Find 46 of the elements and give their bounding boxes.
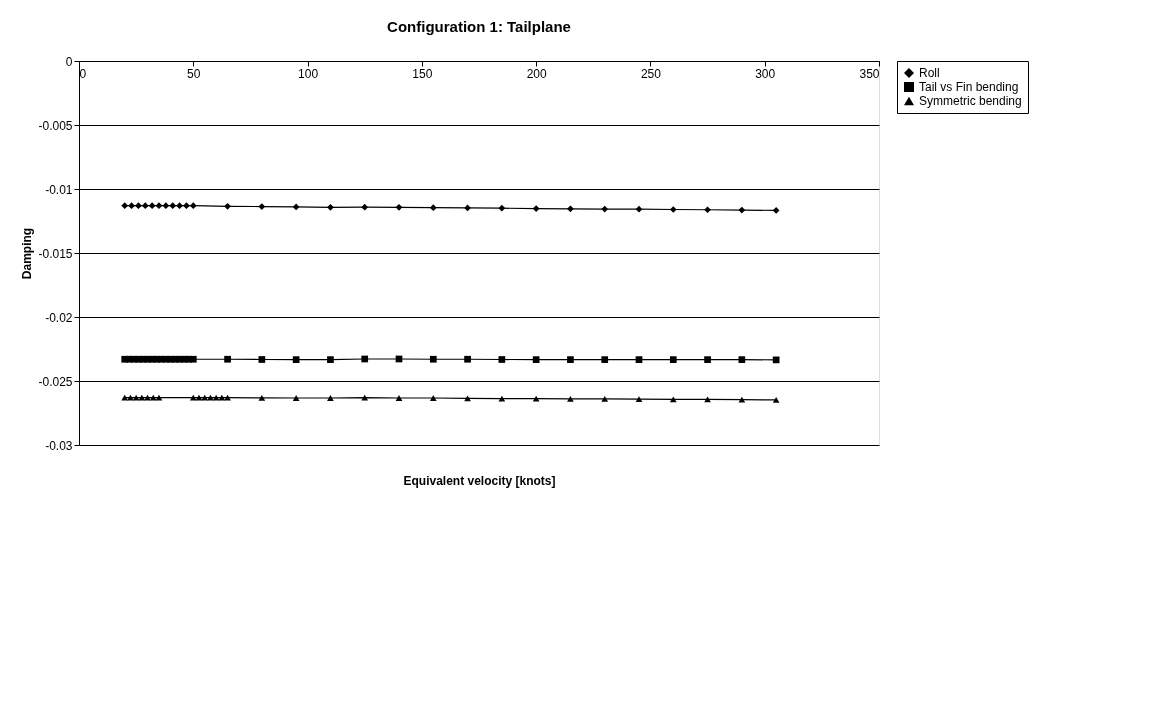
point	[361, 394, 369, 401]
x-axis-title: Equivalent velocity [knots]	[403, 473, 556, 488]
x-tick-label: 250	[640, 66, 662, 81]
x-tick-label: 350	[859, 66, 880, 81]
y-tick-label: -0.005	[38, 118, 73, 133]
point	[138, 394, 146, 401]
y-tick-label: -0.03	[45, 438, 73, 453]
x-tick-label: 0	[79, 66, 87, 81]
point	[532, 395, 540, 402]
x-tick-label: 50	[187, 66, 201, 81]
y-tick-label: -0.025	[38, 374, 73, 389]
point	[429, 355, 437, 363]
point	[464, 355, 471, 363]
y-tick-label: -0.01	[45, 182, 73, 197]
x-tick-label: 300	[755, 66, 776, 81]
point	[327, 356, 334, 363]
legend-label: Tail vs Fin bending	[919, 80, 1019, 94]
x-tick-label: 150	[412, 66, 433, 81]
point	[127, 394, 134, 401]
point	[121, 202, 129, 209]
point	[149, 394, 157, 401]
point	[155, 394, 163, 401]
y-tick-label: -0.015	[38, 246, 73, 261]
point	[121, 394, 129, 401]
x-tick-label: 100	[298, 66, 319, 81]
point	[224, 394, 231, 401]
point	[207, 394, 214, 401]
chart-title: Configuration 1: Tailplane	[387, 18, 571, 35]
legend-label: Symmetric bending	[919, 94, 1022, 108]
point	[601, 356, 609, 363]
point	[201, 394, 209, 401]
point	[144, 394, 151, 401]
legend-label: Roll	[919, 66, 940, 80]
y-tick-label: -0.02	[45, 310, 73, 325]
point	[212, 394, 220, 401]
point	[704, 356, 711, 363]
point	[224, 355, 231, 363]
point	[669, 356, 677, 363]
point	[189, 355, 197, 363]
point	[132, 394, 140, 401]
point	[218, 394, 226, 401]
x-tick-label: 200	[526, 66, 547, 81]
point	[567, 356, 574, 363]
y-axis-title: Damping	[20, 227, 35, 280]
point	[189, 394, 197, 401]
y-tick-label: 0	[65, 54, 73, 69]
